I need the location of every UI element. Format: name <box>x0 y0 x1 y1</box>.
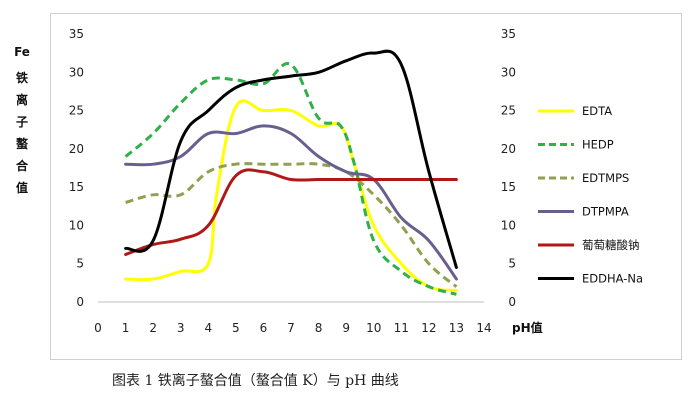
x-tick-label: 2 <box>149 321 157 335</box>
legend-label: EDTMPS <box>582 171 629 185</box>
series-line-edta <box>124 99 458 292</box>
series-line-dtpmpa <box>124 124 458 281</box>
x-tick-label: 4 <box>204 321 212 335</box>
y-right-tick-label: 25 <box>501 104 516 118</box>
y-right-tick-label: 10 <box>501 218 516 232</box>
y-right-tick-label: 15 <box>501 180 516 194</box>
y-right-tick-label: 20 <box>501 142 516 156</box>
legend-label: 葡萄糖酸钠 <box>582 238 640 252</box>
y-left-tick-label: 0 <box>76 295 84 309</box>
series-line-eddha-na <box>124 49 458 269</box>
series-line-series-4 <box>124 168 458 256</box>
y-left-tick-label: 15 <box>69 180 84 194</box>
x-tick-label: 13 <box>449 321 464 335</box>
y-axis-title-char: 螯 <box>15 136 28 151</box>
y-left-tick-label: 5 <box>76 257 84 271</box>
y-left-tick-label: 35 <box>69 27 84 41</box>
series-line-hedp <box>124 62 457 296</box>
y-axis-title-char: 子 <box>16 115 28 129</box>
y-right-tick-label: 30 <box>501 65 516 79</box>
figure-caption: 图表 1 铁离子螯合值（螯合值 K）与 pH 曲线 <box>112 373 399 389</box>
x-tick-label: 14 <box>476 321 491 335</box>
y-left-tick-label: 25 <box>69 104 84 118</box>
series-line-edtmps <box>125 162 458 288</box>
x-tick-label: 6 <box>260 321 268 335</box>
x-tick-label: 3 <box>177 321 185 335</box>
x-tick-label: 7 <box>287 321 295 335</box>
legend-label: DTPMPA <box>582 205 629 219</box>
y-axis-title-char: 值 <box>16 180 28 195</box>
legend-label: EDTA <box>582 104 612 118</box>
y-right-tick-label: 35 <box>501 27 516 41</box>
x-tick-label: 12 <box>421 321 436 335</box>
x-tick-label: 9 <box>342 321 350 335</box>
y-left-tick-label: 20 <box>69 142 84 156</box>
x-axis-title: pH值 <box>512 320 543 335</box>
legend-label: HEDP <box>582 138 614 152</box>
x-tick-label: 1 <box>122 321 130 335</box>
x-tick-label: 10 <box>366 321 381 335</box>
y-right-tick-label: 0 <box>508 295 516 309</box>
y-right-tick-label: 5 <box>508 257 516 271</box>
x-tick-label: 8 <box>315 321 323 335</box>
legend-label: EDDHA-Na <box>582 272 643 286</box>
y-axis-title-char: 离 <box>16 92 28 107</box>
y-axis-title-char: 铁 <box>16 70 28 85</box>
x-tick-label: 11 <box>394 321 409 335</box>
y-axis-title-char: Fe <box>14 45 30 59</box>
x-tick-label: 0 <box>94 321 102 335</box>
y-axis-title-char: 合 <box>16 158 29 173</box>
y-left-tick-label: 30 <box>69 65 84 79</box>
y-left-tick-label: 10 <box>69 218 84 232</box>
x-tick-label: 5 <box>232 321 240 335</box>
